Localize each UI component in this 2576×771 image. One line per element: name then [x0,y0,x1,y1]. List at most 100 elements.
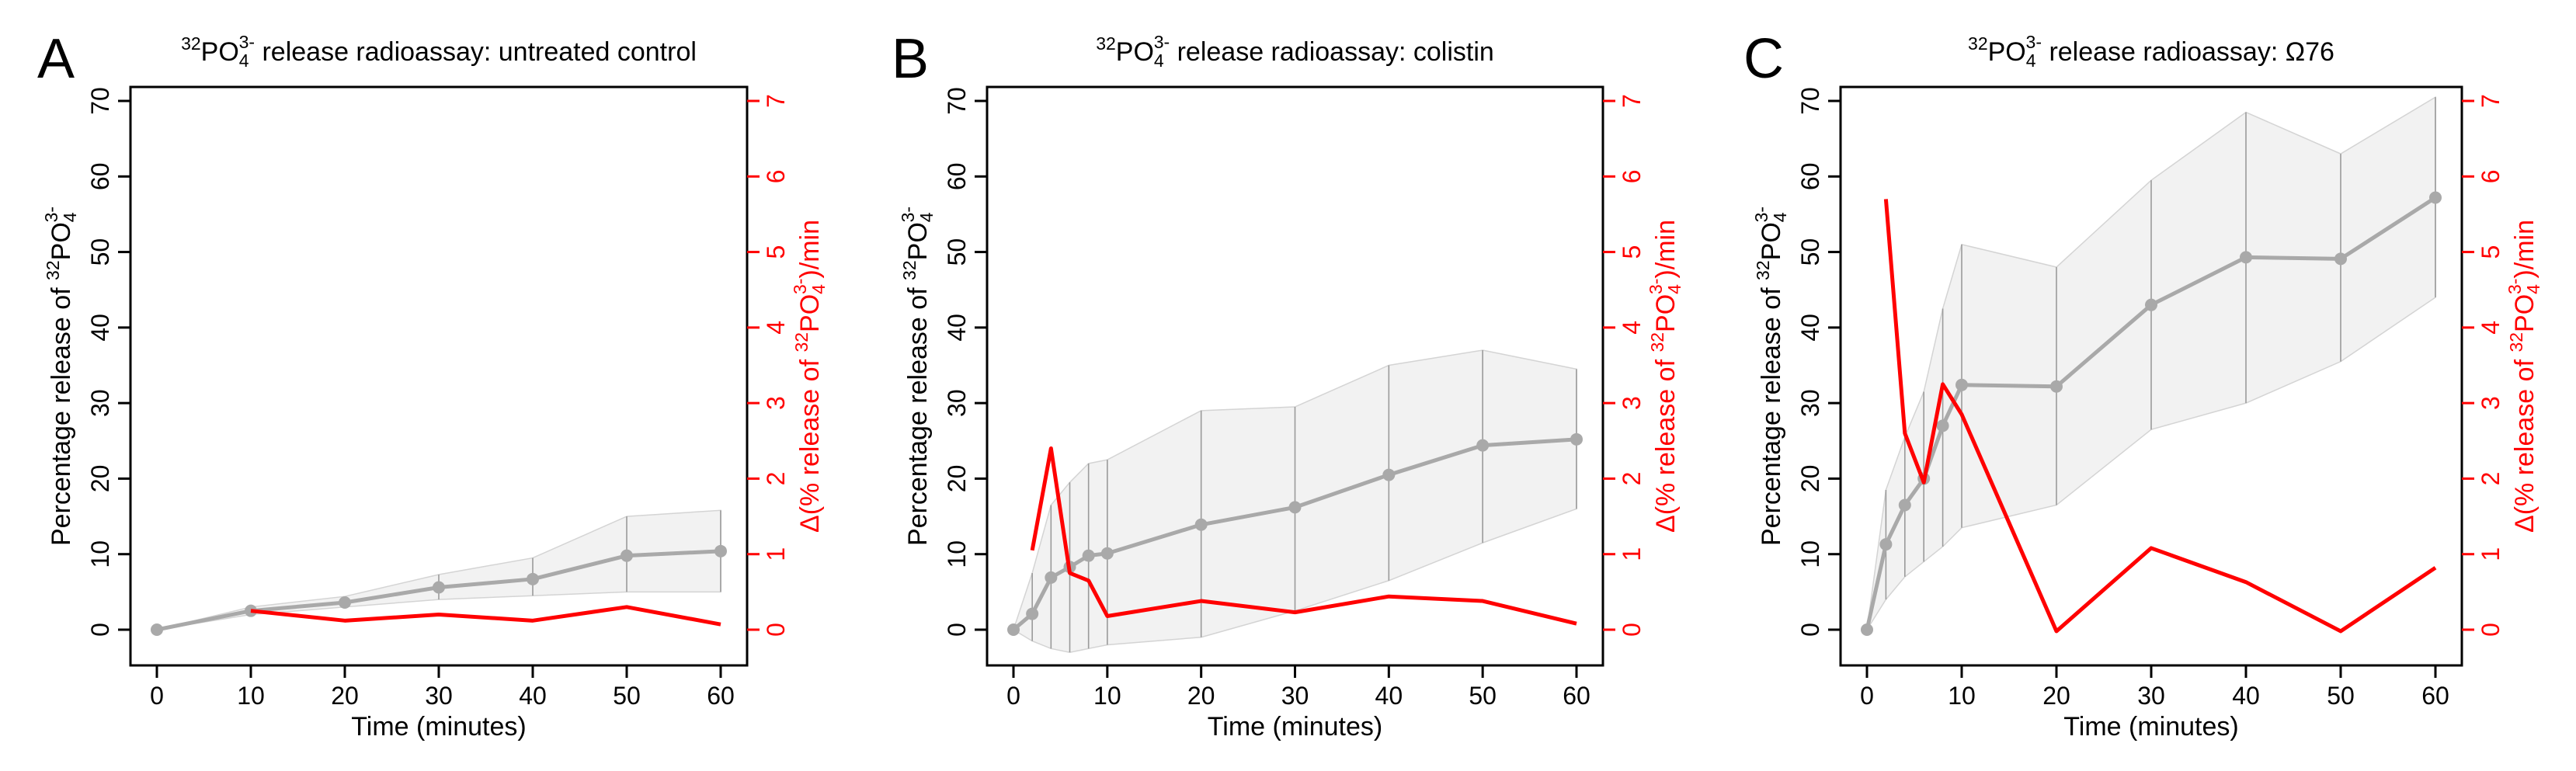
series-line-delta-release-rate [1030,446,1577,626]
data-point [1045,571,1058,584]
title-text: release radioassay: colistin [1170,37,1494,67]
y-tick-label: 0 [1796,623,1824,637]
y-tick-label: 20 [943,465,971,493]
title-ion: PO [201,37,239,67]
x-axis-label: Time (minutes) [1208,712,1382,741]
y-axis-label-superscript: 32 [1753,260,1773,280]
data-point [2050,380,2063,393]
y2-axis-label-subscript: 4 [2523,284,2543,294]
x-tick-label: 0 [1860,682,1874,710]
y-tick-label: 30 [943,389,971,417]
y2-tick-label: 6 [762,169,790,183]
y-tick-label: 30 [1796,389,1824,417]
y-tick-label: 10 [1796,540,1824,568]
y2-tick-label: 4 [2477,321,2505,335]
y-axis-label: Percentage release of 32PO43- [898,207,937,546]
x-tick-label: 0 [150,682,164,710]
x-tick-label: 40 [519,682,547,710]
y2-axis-label-ion: PO [2510,294,2539,332]
title-charge: 3- [239,32,255,52]
y-tick-label: 20 [1796,465,1824,493]
data-point [1476,439,1490,452]
y2-tick-label: 0 [1618,623,1646,637]
y-axis-label: Percentage release of 32PO43- [41,207,80,546]
y2-axis-label-superscript: 32 [2506,332,2526,353]
y-tick-label: 20 [86,465,114,493]
data-point [2145,298,2157,311]
y-axis-label-charge: 3- [41,207,61,222]
y2-axis-label-text: Δ(% release of [1651,353,1681,533]
title-superscript: 32 [181,33,201,54]
y2-axis-label-ion: PO [795,294,825,332]
y-tick-label: 10 [86,540,114,568]
y-tick-label: 60 [1796,162,1824,190]
title-superscript: 32 [1968,33,1988,54]
data-point [2429,191,2442,204]
y2-axis-label: Δ(% release of 32PO43-)/min [790,220,829,533]
panel-letter: B [892,28,929,90]
series-line-delta-release-rate [1883,199,2437,634]
x-tick-label: 50 [1469,682,1497,710]
y2-axis-label-suffix: )/min [795,220,825,279]
title-subscript: 4 [1154,50,1164,71]
x-axis-label: Time (minutes) [2063,712,2238,741]
data-point [1898,498,1911,512]
y2-tick-label: 5 [2477,245,2505,259]
data-point [1194,518,1208,531]
y2-axis-label-suffix: )/min [2510,220,2539,279]
data-point [1082,549,1095,562]
y2-tick-label: 6 [2477,169,2505,183]
y2-axis-label-subscript: 4 [1664,284,1684,294]
title-subscript: 4 [239,50,249,71]
data-point [621,549,633,562]
x-tick-label: 60 [1563,682,1590,710]
y-axis-label-charge: 3- [1751,207,1771,222]
y-tick-label: 60 [943,162,971,190]
y2-axis-label-superscript: 32 [791,332,812,353]
title-text: release radioassay: Ω76 [2042,37,2334,67]
y2-axis-label: Δ(% release of 32PO43-)/min [2505,220,2543,533]
data-point [1955,378,1968,391]
title-charge: 3- [1154,32,1170,52]
y-tick-label: 10 [943,540,971,568]
x-tick-label: 20 [2042,682,2070,710]
title-charge: 3- [2026,32,2042,52]
y-axis-label-text: Percentage release of [1757,280,1786,546]
y2-tick-label: 2 [1618,472,1646,486]
y-tick-label: 50 [86,238,114,266]
y-tick-label: 40 [86,314,114,342]
y-axis-label-ion: PO [1757,222,1786,260]
x-tick-label: 40 [1375,682,1403,710]
y-tick-label: 70 [1796,87,1824,115]
y-tick-label: 40 [943,314,971,342]
y2-tick-label: 3 [2477,396,2505,410]
data-point [1879,538,1893,551]
y-axis-label-charge: 3- [898,207,918,222]
x-tick-label: 10 [1093,682,1121,710]
y-tick-label: 70 [943,87,971,115]
y-axis-label-superscript: 32 [43,260,63,280]
x-axis-label: Time (minutes) [351,712,526,741]
y-axis-label: Percentage release of 32PO43- [1751,207,1790,546]
y-tick-label: 60 [86,162,114,190]
data-point [1026,607,1039,620]
y2-axis-label-text: Δ(% release of [795,353,825,533]
y2-tick-label: 0 [762,623,790,637]
data-point [1007,623,1020,636]
title-ion: PO [1988,37,2026,67]
y-axis-label-ion: PO [903,222,933,260]
title-subscript: 4 [2026,50,2036,71]
y-axis-label-superscript: 32 [899,260,920,280]
y2-axis-label-suffix: )/min [1651,220,1681,279]
chart-title: 32PO43- release radioassay: colistin [1096,32,1494,71]
data-point [714,544,727,557]
data-point [2240,251,2252,264]
data-point [1861,623,1873,636]
y2-tick-label: 7 [762,94,790,108]
y2-axis-label-subscript: 4 [808,284,829,294]
chart-title: 32PO43- release radioassay: Ω76 [1968,32,2334,71]
data-point [339,596,351,609]
